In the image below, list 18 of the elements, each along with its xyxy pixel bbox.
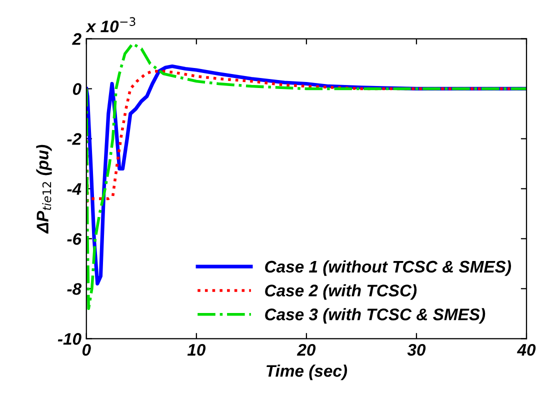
x-tick-label: 0 (82, 344, 91, 356)
legend-label: Case 3 (with TCSC & SMES) (265, 308, 486, 324)
legend-label: Case 2 (with TCSC) (265, 284, 417, 300)
x-tick-label: 20 (296, 344, 316, 356)
y-tick-label: -6 (67, 233, 82, 245)
x-tick-label: 40 (516, 344, 536, 356)
y-tick-label: 0 (72, 83, 82, 95)
text: x 10$^{−3}$ (86, 17, 136, 32)
y-axis-title: ΔP$_{tie12}$ (pu) (36, 144, 52, 234)
legend-label: Case 1 (without TCSC & SMES) (265, 260, 512, 276)
y-tick-label: 2 (72, 33, 82, 45)
x-tick-label: 10 (187, 344, 206, 356)
y-tick-label: -10 (58, 333, 82, 345)
y-tick-label: -4 (67, 183, 82, 195)
x-axis-title: Time (sec) (266, 364, 348, 380)
y-tick-label: -8 (67, 283, 82, 295)
y-tick-label: -2 (67, 133, 82, 145)
x-tick-label: 30 (407, 344, 426, 356)
